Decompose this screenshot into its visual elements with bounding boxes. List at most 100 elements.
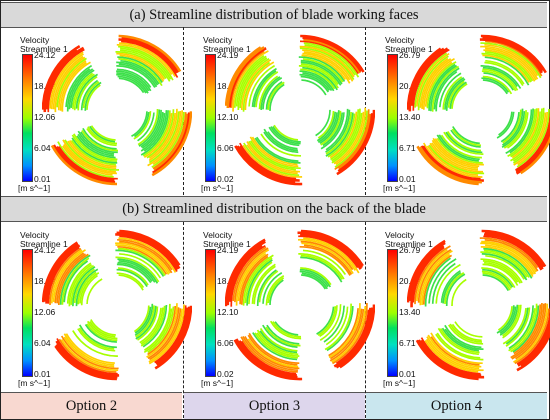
blade-streamline-plot: [42, 34, 192, 186]
streamline: [66, 68, 91, 112]
streamline: [299, 261, 337, 283]
streamline: [267, 131, 298, 150]
streamline: [118, 34, 182, 73]
streamline: [420, 145, 484, 182]
streamline: [67, 333, 119, 363]
unit-label: [m s^−1]: [201, 378, 234, 388]
streamline: [424, 257, 451, 307]
streamline: [270, 126, 301, 145]
streamline: [503, 110, 527, 149]
streamline: [483, 49, 536, 82]
panel-working-option-3: Velocity Streamline 1 24.19 18.15 12.10 6.06 0…: [183, 28, 375, 194]
streamline: [325, 109, 351, 153]
streamline: [154, 305, 187, 364]
streamline: [141, 111, 164, 149]
streamline: [298, 56, 346, 82]
streamline: [68, 68, 94, 110]
streamline: [242, 335, 298, 372]
legend-title-line: Velocity: [385, 230, 415, 240]
streamline: [147, 307, 180, 360]
streamline: [239, 253, 269, 305]
streamline: [42, 44, 81, 110]
streamline: [61, 61, 91, 112]
streamline: [268, 129, 299, 148]
streamline: [485, 40, 543, 77]
streamline: [482, 263, 519, 286]
streamline: [300, 68, 336, 90]
streamline: [512, 107, 545, 164]
streamline: [251, 263, 276, 304]
streamline: [244, 335, 300, 370]
streamline: [515, 129, 550, 175]
streamline: [496, 305, 515, 334]
streamline: [417, 248, 452, 303]
streamline: [73, 73, 95, 111]
streamline: [481, 63, 522, 87]
streamline: [445, 131, 483, 154]
streamline: [68, 263, 93, 307]
option-2-label: Option 2: [1, 392, 182, 419]
streamline: [63, 333, 115, 366]
panel-back-option-3: Velocity Streamline 1 24.19 18.15 12.10 6.06 0…: [183, 223, 375, 391]
streamline: [47, 48, 85, 113]
streamline: [263, 79, 283, 109]
streamline: [436, 332, 481, 359]
scale-tick-label: 6.04: [34, 338, 51, 348]
streamline: [513, 112, 547, 166]
streamline: [254, 332, 298, 359]
scale-tick-label: 0.02: [217, 174, 234, 184]
streamline: [505, 307, 531, 347]
streamline: [151, 111, 185, 168]
streamline: [434, 336, 482, 363]
streamline: [323, 305, 345, 343]
streamline: [300, 63, 339, 85]
streamline: [119, 49, 171, 82]
streamline: [454, 126, 483, 143]
streamline: [323, 307, 347, 345]
streamline: [68, 140, 117, 168]
streamline: [89, 125, 116, 143]
unit-label: [m s^−1]: [18, 183, 51, 193]
streamline: [143, 110, 168, 152]
streamline: [513, 304, 542, 355]
streamline: [134, 303, 154, 337]
streamline: [142, 110, 171, 157]
streamline: [118, 77, 145, 94]
streamline: [449, 323, 483, 343]
streamline: [259, 327, 298, 352]
streamline: [263, 274, 283, 304]
streamline: [437, 265, 461, 303]
streamline: [327, 303, 356, 353]
streamline: [422, 58, 455, 110]
streamline: [255, 267, 277, 305]
scale-tick-label: 12.10: [217, 307, 239, 317]
streamline: [483, 256, 525, 283]
legend-title-line: Streamline 1: [203, 44, 251, 54]
streamline: [115, 233, 179, 270]
streamline: [52, 249, 86, 302]
streamline: [255, 136, 299, 162]
streamline: [253, 70, 277, 108]
streamline: [133, 109, 154, 142]
streamline: [269, 279, 284, 306]
streamline: [55, 340, 120, 377]
streamline: [52, 55, 84, 110]
streamline: [445, 78, 466, 111]
streamline: [246, 144, 298, 175]
scale-tick-label: 0.01: [34, 174, 51, 184]
streamline: [430, 336, 480, 366]
streamline: [259, 330, 298, 354]
streamline: [407, 47, 442, 110]
streamline: [256, 329, 299, 356]
streamline: [133, 305, 150, 333]
streamline: [436, 134, 479, 162]
streamline: [77, 271, 97, 305]
scale-tick-label: 0.01: [34, 369, 51, 379]
streamline: [225, 46, 262, 106]
color-scale-bar: [205, 249, 216, 377]
streamline: [447, 324, 484, 345]
streamline: [247, 334, 298, 366]
streamline: [513, 303, 549, 363]
streamline: [480, 246, 534, 278]
streamline: [508, 305, 534, 350]
